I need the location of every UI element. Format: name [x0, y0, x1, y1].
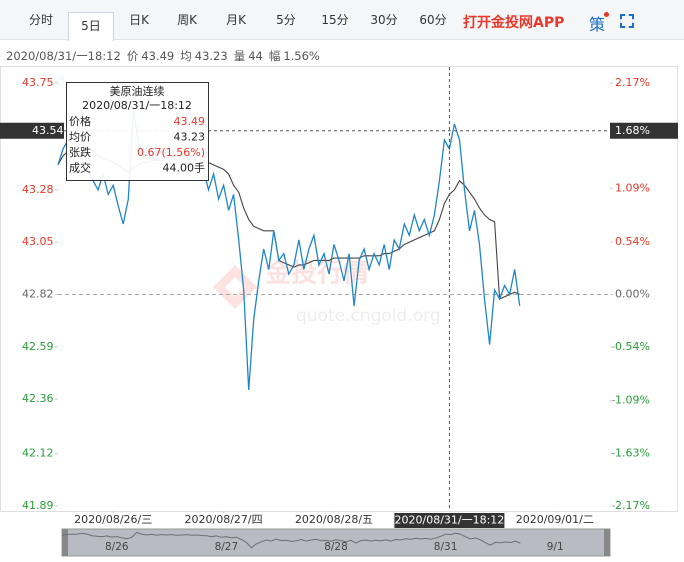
watermark-logo: [213, 265, 257, 309]
navigator-label: 8/28: [324, 541, 348, 553]
navigator-handle-left: [62, 529, 68, 556]
quote-value: 43.49: [141, 49, 175, 63]
watermark-name: 金投行情: [264, 258, 369, 289]
y2-tick-label: 2.17%: [615, 76, 650, 89]
y2-tick-label: -1.63%: [611, 446, 650, 459]
crosshair-y2-label: 1.68%: [615, 124, 650, 137]
x-tick-label: 2020/08/28/五: [295, 513, 373, 526]
crosshair-y2-label-bg: [610, 122, 678, 139]
app-link[interactable]: 打开金投网APP: [463, 15, 565, 31]
quote-item: 均 43.23: [180, 49, 227, 63]
quote-label: 价: [126, 49, 139, 63]
fullscreen-button[interactable]: [620, 14, 634, 28]
quote-bar: 2020/08/31/一18:12 价 43.49 均 43.23 量 44 幅 1.56%: [6, 48, 326, 64]
y-tick-label: 42.12: [22, 447, 54, 460]
x-tick-label: 2020/09/01/二: [516, 513, 594, 526]
y-tick-label: 42.82: [22, 288, 54, 301]
quote-value: 44: [248, 49, 263, 63]
tooltip-label: 均价: [69, 131, 91, 144]
y2-tick-label: 0.00%: [615, 288, 650, 301]
tab[interactable]: 分时: [28, 13, 53, 27]
tooltip-value: 43.23: [174, 131, 206, 144]
tooltip-value: 44.00手: [163, 161, 206, 175]
navigator-label: 8/27: [215, 541, 239, 553]
y2-tick-label: -0.54%: [611, 340, 650, 353]
tab[interactable]: 月K: [226, 13, 246, 27]
quote-label: 幅: [268, 49, 281, 63]
tooltip-box: [66, 82, 209, 181]
tooltip-label: 价格: [69, 114, 91, 128]
crosshair-y-label-bg: [0, 122, 64, 139]
crosshair-x-label-bg: [394, 513, 505, 528]
quote-value: 43.23: [194, 49, 228, 63]
x-tick-label: 2020/08/26/三: [74, 513, 152, 526]
tab[interactable]: 5日: [68, 12, 114, 41]
y2-tick-label: 1.09%: [615, 181, 650, 194]
quote-item: 价 43.49: [127, 49, 174, 63]
x-tick-label: 2020/08/27/四: [185, 513, 263, 526]
quote-item: 量 44: [234, 49, 263, 63]
crosshair-y-label: 43.54: [32, 124, 64, 137]
quote-item: 幅 1.56%: [269, 49, 320, 63]
tooltip-label: 成交: [69, 161, 91, 175]
y-tick-label: 42.36: [22, 392, 54, 405]
tooltip-value: 0.67(1.56%): [137, 146, 205, 159]
y-tick-label: 43.75: [22, 76, 54, 89]
tooltip-time: 2020/08/31/一18:12: [82, 99, 192, 112]
navigator-line: [61, 531, 521, 549]
toolbar: 分时 5日 日K 周K 月K 5分 15分 30分 60分 打开金投网APP 策: [0, 0, 684, 41]
y-tick-label: 42.59: [22, 340, 54, 353]
y-tick-label: 43.05: [22, 235, 54, 248]
tab[interactable]: 周K: [177, 13, 197, 27]
tab[interactable]: 5分: [276, 13, 296, 27]
strategy-button[interactable]: 策: [589, 15, 606, 34]
y-tick-label: 43.28: [22, 183, 54, 196]
navigator-handle-right: [604, 529, 610, 556]
y-tick-label: 41.89: [22, 499, 54, 512]
navigator-label: 9/1: [547, 541, 564, 553]
tab[interactable]: 日K: [129, 13, 149, 27]
crosshair-x-label: 2020/08/31/一18:12: [395, 514, 505, 527]
quote-value: 1.56%: [283, 49, 320, 63]
notification-dot: [604, 12, 609, 17]
watermark: 金投行情 quote.cngold.org: [213, 258, 441, 326]
tooltip-value: 43.49: [174, 115, 206, 128]
watermark-url: quote.cngold.org: [296, 306, 441, 326]
tooltip-label: 张跌: [69, 145, 91, 159]
tooltip-title: 美原油连续: [110, 84, 165, 98]
quote-label: 均: [180, 49, 192, 63]
y2-tick-label: -2.17%: [611, 499, 650, 512]
tab[interactable]: 15分: [321, 13, 349, 27]
tab[interactable]: 60分: [419, 13, 447, 27]
navigator-label: 8/26: [105, 541, 129, 553]
quote-label: 量: [233, 49, 246, 63]
y2-tick-label: 0.54%: [615, 235, 650, 248]
tab[interactable]: 30分: [370, 13, 398, 27]
quote-time: 2020/08/31/一18:12: [6, 49, 121, 63]
navigator-label: 8/31: [434, 541, 458, 553]
y2-tick-label: -1.09%: [611, 394, 650, 407]
